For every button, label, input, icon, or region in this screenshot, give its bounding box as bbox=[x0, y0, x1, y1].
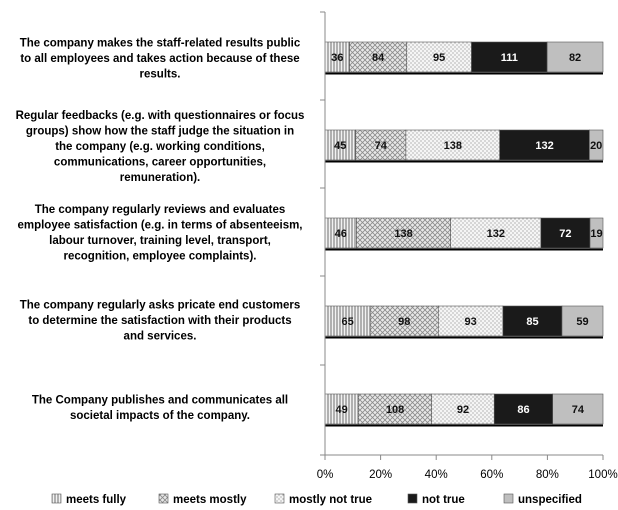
bar-segment-meets-mostly bbox=[358, 393, 433, 425]
bars: 36 84 95 111 82 45 74 138 132 20 46 138 132 72 19 65 98 9… bbox=[324, 41, 604, 427]
category-label: societal impacts of the company. bbox=[70, 410, 250, 422]
data-label: 59 bbox=[576, 316, 588, 328]
data-label: 74 bbox=[375, 140, 388, 152]
bar-segment-meets-fully bbox=[324, 393, 359, 425]
x-tick-label: 60% bbox=[480, 469, 503, 481]
x-axis: 0% 20% 40% 60% 80% 100% bbox=[317, 11, 618, 481]
category-label: labour turnover, training level, transpo… bbox=[49, 235, 271, 247]
legend-label: mostly not true bbox=[289, 494, 372, 506]
data-label: 49 bbox=[336, 404, 348, 416]
data-label: 72 bbox=[559, 228, 571, 240]
data-label: 111 bbox=[501, 52, 518, 64]
data-label: 95 bbox=[433, 52, 445, 64]
category-label: recognition, employee complaints). bbox=[64, 250, 257, 262]
category-label: Regular feedbacks (e.g. with questionnai… bbox=[16, 110, 305, 122]
category-label: communications, career opportunities, bbox=[54, 157, 266, 169]
data-label: 108 bbox=[386, 404, 404, 416]
category-label: to all employees and takes action becaus… bbox=[20, 53, 299, 65]
x-tick-label: 0% bbox=[317, 469, 334, 481]
data-label: 36 bbox=[331, 52, 343, 64]
bar-segment-not-true bbox=[540, 217, 591, 249]
category-label: The company regularly reviews and evalua… bbox=[35, 204, 286, 216]
x-tick-label: 80% bbox=[536, 469, 559, 481]
data-label: 132 bbox=[535, 140, 553, 152]
data-label: 46 bbox=[335, 228, 347, 240]
data-label: 84 bbox=[372, 52, 385, 64]
bar-segment-unspecified bbox=[589, 129, 604, 161]
data-label: 20 bbox=[590, 140, 602, 152]
x-tick-label: 100% bbox=[588, 469, 617, 481]
bar-segment-mostly-not-true bbox=[405, 129, 500, 161]
data-label: 92 bbox=[457, 404, 469, 416]
category-label: to determine the satisfaction with their… bbox=[28, 315, 291, 327]
legend-label: unspecified bbox=[518, 494, 582, 506]
data-label: 45 bbox=[334, 140, 346, 152]
data-label: 65 bbox=[341, 316, 353, 328]
category-label: the company (e.g. working conditions, bbox=[55, 141, 265, 153]
bar-segment-mostly-not-true bbox=[437, 305, 504, 337]
bar-segment-not-true bbox=[499, 129, 590, 161]
legend-swatch bbox=[407, 493, 418, 504]
category-label: remuneration). bbox=[120, 172, 201, 184]
bar-segment-not-true bbox=[471, 41, 548, 73]
category-label: employee satisfaction (e.g. in terms of … bbox=[17, 219, 302, 231]
data-label: 82 bbox=[569, 52, 581, 64]
bar-segment-mostly-not-true bbox=[406, 41, 472, 73]
x-tick-label: 20% bbox=[369, 469, 392, 481]
bar-segment-unspecified bbox=[589, 217, 604, 249]
data-label: 98 bbox=[398, 316, 410, 328]
category-labels: The company makes the staff-related resu… bbox=[16, 38, 305, 422]
bar-segment-unspecified bbox=[561, 305, 604, 337]
x-tick-label: 40% bbox=[425, 469, 448, 481]
bar-segment-mostly-not-true bbox=[431, 393, 495, 425]
legend-label: meets fully bbox=[66, 494, 127, 506]
bar-segment-meets-fully bbox=[324, 305, 371, 337]
category-label: and services. bbox=[124, 331, 197, 343]
legend-swatch bbox=[51, 493, 62, 504]
legend: meets fully meets mostly mostly not true no… bbox=[51, 493, 582, 506]
data-label: 85 bbox=[526, 316, 538, 328]
data-label: 132 bbox=[487, 228, 505, 240]
data-label: 19 bbox=[590, 228, 602, 240]
category-label: results. bbox=[140, 69, 181, 81]
data-label: 138 bbox=[444, 140, 462, 152]
category-label: The company regularly asks pricate end c… bbox=[20, 300, 301, 312]
bar-segment-meets-mostly bbox=[349, 41, 408, 73]
bar-segment-not-true bbox=[502, 305, 563, 337]
data-label: 93 bbox=[464, 316, 476, 328]
legend-swatch bbox=[503, 493, 514, 504]
data-label: 74 bbox=[572, 404, 585, 416]
data-label: 86 bbox=[517, 404, 529, 416]
bar-segment-unspecified bbox=[546, 41, 604, 73]
bar-segment-meets-fully bbox=[324, 41, 350, 73]
legend-swatch bbox=[274, 493, 285, 504]
legend-label: not true bbox=[422, 494, 465, 506]
category-label: groups) show how the staff judge the sit… bbox=[26, 126, 294, 138]
bar-segment-meets-fully bbox=[324, 129, 356, 161]
legend-swatch bbox=[158, 493, 169, 504]
category-label: The Company publishes and communicates a… bbox=[32, 394, 288, 406]
bar-segment-meets-mostly bbox=[369, 305, 439, 337]
data-label: 138 bbox=[394, 228, 412, 240]
bar-segment-unspecified bbox=[552, 393, 604, 425]
bar-segment-meets-mostly bbox=[356, 217, 451, 249]
legend-label: meets mostly bbox=[173, 494, 247, 506]
category-label: The company makes the staff-related resu… bbox=[20, 38, 301, 50]
